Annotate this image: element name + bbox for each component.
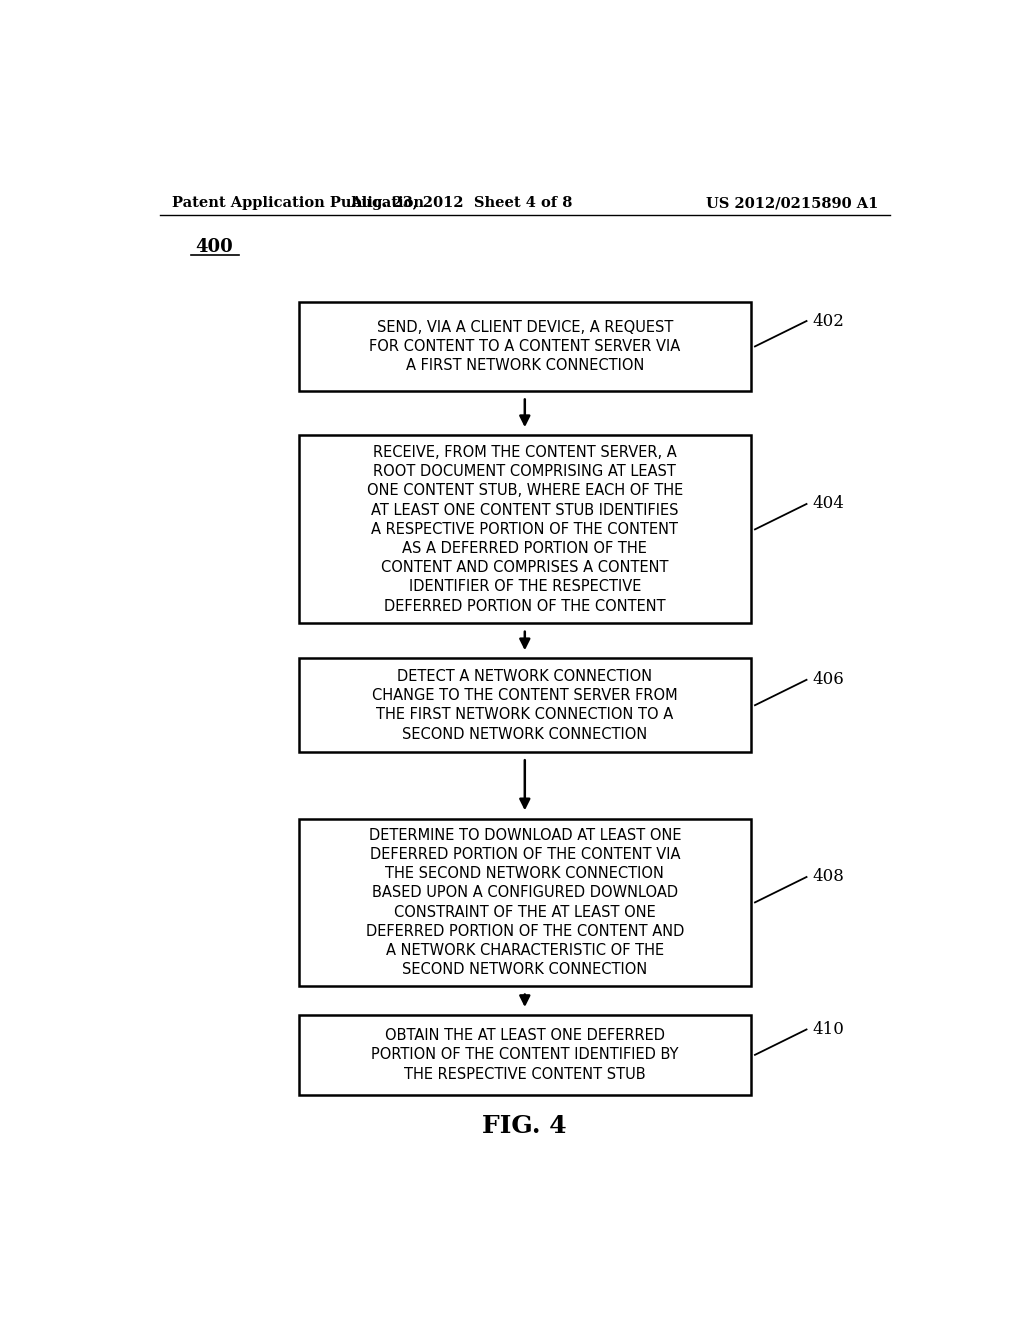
Bar [299,659,751,752]
Text: 410: 410 [813,1020,845,1038]
Text: 402: 402 [813,313,845,330]
Bar [299,818,751,986]
Text: 400: 400 [196,238,233,256]
Text: SEND, VIA A CLIENT DEVICE, A REQUEST
FOR CONTENT TO A CONTENT SERVER VIA
A FIRST: SEND, VIA A CLIENT DEVICE, A REQUEST FOR… [370,319,680,374]
Text: Aug. 23, 2012  Sheet 4 of 8: Aug. 23, 2012 Sheet 4 of 8 [350,197,572,210]
Text: 408: 408 [813,869,845,886]
Text: RECEIVE, FROM THE CONTENT SERVER, A
ROOT DOCUMENT COMPRISING AT LEAST
ONE CONTEN: RECEIVE, FROM THE CONTENT SERVER, A ROOT… [367,445,683,614]
Text: DETECT A NETWORK CONNECTION
CHANGE TO THE CONTENT SERVER FROM
THE FIRST NETWORK : DETECT A NETWORK CONNECTION CHANGE TO TH… [372,669,678,742]
Text: FIG. 4: FIG. 4 [482,1114,567,1138]
Text: US 2012/0215890 A1: US 2012/0215890 A1 [706,197,878,210]
Bar [299,302,751,391]
Text: 404: 404 [813,495,845,512]
Bar [299,436,751,623]
Text: Patent Application Publication: Patent Application Publication [172,197,424,210]
Bar [299,1015,751,1094]
Text: DETERMINE TO DOWNLOAD AT LEAST ONE
DEFERRED PORTION OF THE CONTENT VIA
THE SECON: DETERMINE TO DOWNLOAD AT LEAST ONE DEFER… [366,828,684,977]
Text: 406: 406 [813,672,845,688]
Text: OBTAIN THE AT LEAST ONE DEFERRED
PORTION OF THE CONTENT IDENTIFIED BY
THE RESPEC: OBTAIN THE AT LEAST ONE DEFERRED PORTION… [371,1028,679,1081]
